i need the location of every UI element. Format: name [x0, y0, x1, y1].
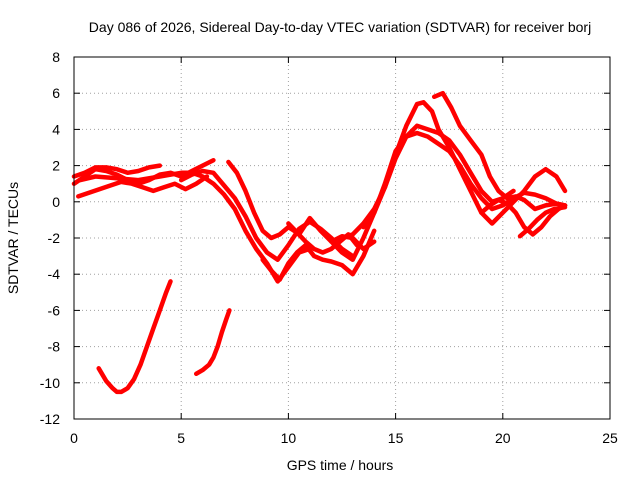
series-line-track-c: [76, 174, 210, 199]
axis-ticks: 0 5 10 15 20 25 -12 -10 -8 -6 -4 -2 0 2 4 6 8: [40, 49, 618, 446]
data-series: [71, 90, 568, 395]
series-line-track-m: [479, 197, 568, 237]
x-tick-label: 20: [495, 430, 511, 446]
y-tick-label: -10: [40, 375, 60, 391]
y-axis-label: SDTVAR / TECUs: [5, 182, 21, 294]
x-tick-label: 25: [602, 430, 618, 446]
y-tick-label: -12: [40, 411, 60, 427]
series-line-track-e: [178, 168, 355, 262]
y-tick-label: 6: [52, 85, 60, 101]
series-line-track-g: [260, 228, 377, 282]
x-axis-label: GPS time / hours: [287, 457, 394, 473]
series-line-track-b: [71, 163, 163, 179]
y-tick-label: 4: [52, 121, 60, 137]
series-line-track-k: [361, 100, 568, 230]
y-tick-label: -4: [48, 266, 61, 282]
x-tick-label: 15: [388, 430, 404, 446]
x-tick-label: 5: [177, 430, 185, 446]
y-tick-label: -6: [48, 302, 61, 318]
series-line-track-i: [329, 130, 568, 262]
series-line-track-l: [431, 90, 568, 212]
x-tick-label: 0: [70, 430, 78, 446]
y-tick-label: 2: [52, 158, 60, 174]
series-line-track-d: [78, 170, 313, 284]
series-line-track-p: [193, 308, 232, 377]
chart-title: Day 086 of 2026, Sidereal Day-to-day VTE…: [89, 19, 591, 35]
y-tick-label: 8: [52, 49, 60, 65]
y-tick-label: -8: [48, 339, 61, 355]
y-tick-label: 0: [52, 194, 60, 210]
x-tick-label: 10: [281, 430, 297, 446]
y-tick-label: -2: [48, 230, 61, 246]
series-line-track-o: [96, 279, 173, 395]
series-line-track-n: [517, 204, 568, 239]
